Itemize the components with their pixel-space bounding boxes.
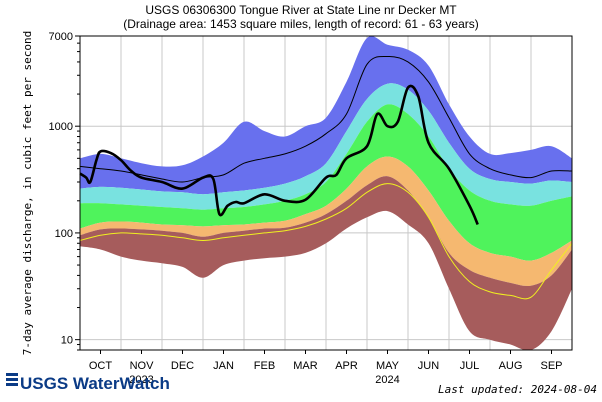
x-tick-label: SEP [540, 360, 562, 372]
plot-border [79, 35, 573, 351]
median-line [79, 55, 573, 183]
x-tick-label: NOV [130, 360, 155, 372]
x-year-label: 2024 [375, 374, 399, 386]
series-lines [79, 55, 573, 300]
band-p25-to-p75 [80, 104, 572, 261]
y-tick-label: 7000 [49, 31, 73, 43]
y-tick-label: 1000 [49, 121, 73, 133]
x-tick-label: JUN [418, 360, 439, 372]
chart-title: USGS 06306300 Tongue River at State Line… [145, 3, 457, 17]
mean-line [79, 183, 573, 300]
y-axis-ticks: 7000 1000 100 10 [49, 31, 80, 351]
band-min-to-p10 [80, 176, 572, 351]
x-tick-label: FEB [254, 360, 275, 372]
current-year-line [79, 84, 479, 226]
percentile-bands [80, 36, 572, 351]
y-tick-label: 100 [55, 228, 73, 240]
plot-area [79, 35, 573, 351]
y-tick-label: 10 [61, 335, 73, 347]
x-tick-label: AUG [499, 360, 523, 372]
band-p10-to-p25 [80, 156, 572, 287]
x-axis-ticks: OCT NOV DEC JAN FEB MAR APR MAY JUN JUL AUG SEP 2023… [89, 350, 563, 386]
usgs-waves-icon [6, 373, 18, 386]
x-tick-label: JAN [213, 360, 234, 372]
x-tick-label: JUL [460, 360, 480, 372]
x-year-label: 2023 [129, 374, 153, 386]
chart-subtitle: (Drainage area: 1453 square miles, lengt… [123, 17, 479, 31]
band-p90-to-max [80, 36, 572, 195]
x-tick-label: DEC [171, 360, 194, 372]
last-updated-label: Last updated: 2024-08-04 [438, 383, 597, 396]
band-p75-to-p90 [80, 83, 572, 210]
usgs-logo: USGS WaterWatch [6, 373, 170, 393]
x-tick-label: MAR [293, 360, 318, 372]
brand-label: USGS WaterWatch [20, 374, 170, 393]
x-tick-label: OCT [89, 360, 113, 372]
y-axis-label: 7-day average discharge, in cubic feet p… [21, 31, 34, 356]
x-tick-label: APR [335, 360, 358, 372]
x-tick-label: MAY [376, 360, 400, 372]
